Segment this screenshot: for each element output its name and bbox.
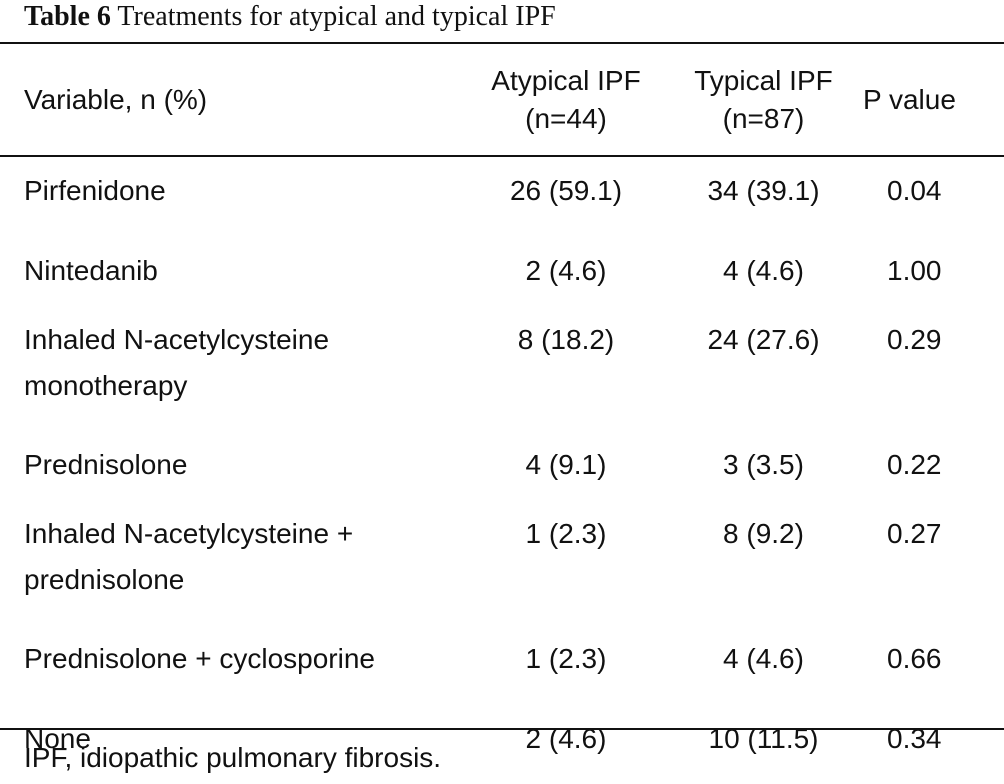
table-body: Pirfenidone 26 (59.1) 34 (39.1) 0.04 Nin… [0,155,1004,784]
header-atypical-n: (n=44) [525,102,607,134]
cell-typical: 3 (3.5) [723,449,804,480]
cell-p-value: 0.66 [887,643,942,674]
cell-variable: None [24,723,91,754]
cell-atypical: 2 (4.6) [525,255,607,286]
cell-p-value: 0.29 [887,324,942,355]
header-row: Variable, n (%) Atypical IPF (n=44) Typi… [0,44,1004,155]
table-row: Prednisolone + cyclosporine 1 (2.3) 4 (4… [0,625,1004,705]
cell-typical: 4 (4.6) [723,643,804,674]
cell-p-value: 0.04 [887,175,942,206]
table-row: None 2 (4.6) 10 (11.5) 0.34 [0,705,1004,784]
cell-p-value: 1.00 [887,255,942,286]
table-title: Treatments for atypical and typical IPF [117,1,556,32]
header-atypical-label: Atypical IPF [491,64,641,96]
header-p-value: P value [863,83,956,115]
cell-variable-line2: prednisolone [24,564,185,595]
cell-atypical: 4 (9.1) [525,449,607,480]
cell-variable-line1: Inhaled N-acetylcysteine + [24,518,354,549]
header-typical: Typical IPF (n=87) [666,44,861,155]
cell-variable-line2: monotherapy [24,370,188,401]
table-header: Variable, n (%) Atypical IPF (n=44) Typi… [0,44,1004,155]
cell-p-value: 0.22 [887,449,942,480]
table-row: Nintedanib 2 (4.6) 4 (4.6) 1.00 [0,237,1004,317]
cell-variable: Inhaled N-acetylcysteine monotherapy [0,317,466,431]
table-footnote: IPF, idiopathic pulmonary fibrosis. [24,742,442,773]
cell-typical: 8 (9.2) [723,518,804,549]
cell-p-value: 0.34 [887,723,942,754]
cell-typical: 24 (27.6) [707,324,820,355]
cell-variable: Prednisolone [24,449,188,480]
cell-typical: 34 (39.1) [707,175,820,206]
cell-typical: 10 (11.5) [708,723,819,754]
table-row: Inhaled N-acetylcysteine + prednisolone … [0,511,1004,625]
table-row: Inhaled N-acetylcysteine monotherapy 8 (… [0,317,1004,431]
table-row: Pirfenidone 26 (59.1) 34 (39.1) 0.04 [0,155,1004,237]
cell-typical: 4 (4.6) [723,255,804,286]
table-caption: Table 6 Treatments for atypical and typi… [24,0,556,36]
treatments-table: Variable, n (%) Atypical IPF (n=44) Typi… [0,44,1004,784]
header-rule [0,155,1004,157]
cell-atypical: 1 (2.3) [525,518,607,549]
cell-variable-line1: Inhaled N-acetylcysteine [24,324,330,355]
cell-p-value: 0.27 [887,518,942,549]
cell-variable: Pirfenidone [24,175,166,206]
cell-atypical: 1 (2.3) [525,643,607,674]
header-variable: Variable, n (%) [24,83,208,115]
top-rule [0,42,1004,44]
cell-variable: Nintedanib [24,255,158,286]
header-typical-n: (n=87) [722,102,805,134]
cell-atypical: 2 (4.6) [525,723,607,754]
table-row: Prednisolone 4 (9.1) 3 (3.5) 0.22 [0,431,1004,511]
cell-atypical: 26 (59.1) [509,175,623,206]
cell-variable: Prednisolone + cyclosporine [24,643,375,674]
header-typical-label: Typical IPF [694,64,833,96]
cell-atypical: 8 (18.2) [517,324,615,355]
header-atypical: Atypical IPF (n=44) [466,44,666,155]
table-number: Table 6 [24,1,111,32]
cell-variable: Inhaled N-acetylcysteine + prednisolone [0,511,466,625]
bottom-rule [0,728,1004,730]
